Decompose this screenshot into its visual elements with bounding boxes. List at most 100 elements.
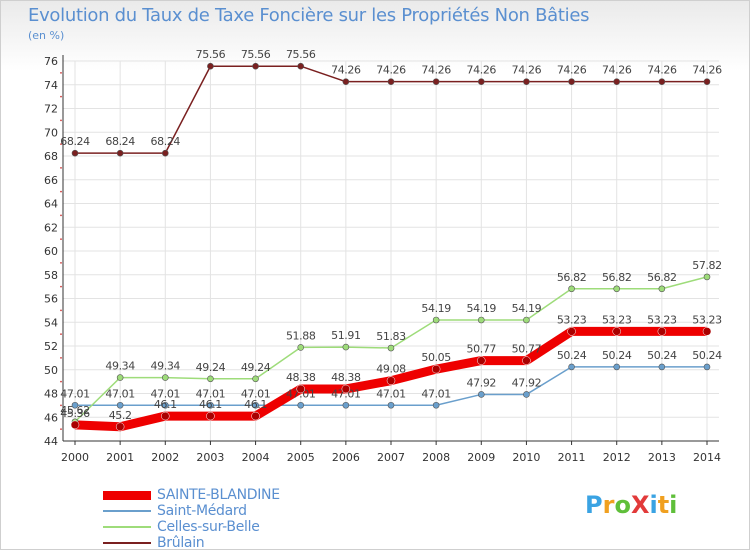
data-point [341,384,351,394]
x-tick-label: 2001 [106,451,134,464]
y-minor-tick [60,190,62,193]
y-tick-label: 58 [44,269,58,282]
logo-letter: i [649,491,658,519]
data-point [70,420,80,430]
x-tick-label: 2007 [377,451,405,464]
data-label: 56.82 [602,271,632,284]
data-label: 75.56 [196,48,226,61]
y-minor-tick [60,166,62,169]
data-label: 50.24 [602,349,632,362]
logo-letter: o [614,491,631,519]
y-minor-tick [60,119,62,122]
data-label: 74.26 [602,64,632,77]
data-label: 54.19 [512,302,542,315]
data-point [386,376,396,385]
legend-swatch [103,510,151,512]
data-point [657,327,667,336]
legend-swatch [103,542,151,544]
data-point [251,411,260,421]
data-point [612,327,621,336]
data-point [703,273,711,281]
data-point [523,391,530,398]
data-point [477,391,485,398]
data-label: 50.05 [421,351,451,364]
x-tick-label: 2008 [422,451,450,464]
y-tick-label: 74 [44,79,58,92]
y-minor-tick [60,143,62,146]
legend-label: SAINTE-BLANDINE [157,487,280,503]
data-label: 47.92 [467,376,497,389]
data-label: 45.62 [60,404,90,417]
data-label: 53.23 [692,313,722,326]
data-point [387,344,395,352]
data-label: 50.77 [512,343,542,356]
y-minor-tick [60,285,62,288]
legend: SAINTE-BLANDINE Saint-Médard Celles-sur-Be… [103,487,280,550]
x-tick-label: 2005 [287,451,315,464]
data-label: 47.01 [151,387,181,400]
data-label: 53.23 [647,313,677,326]
data-point [658,78,666,85]
y-minor-tick [60,71,62,74]
data-label: 56.82 [647,271,677,284]
data-point [115,422,125,431]
y-tick-label: 60 [44,245,58,258]
x-tick-label: 2000 [61,451,89,464]
data-label: 45.36 [60,407,90,420]
data-point [567,327,576,336]
x-tick-label: 2011 [558,451,586,464]
data-point [613,78,621,85]
legend-item: Saint-Médard [103,503,280,519]
y-tick-label: 64 [44,198,58,211]
y-minor-tick [60,380,62,383]
data-label: 53.23 [557,313,587,326]
legend-label: Brûlain [157,535,205,550]
data-label: 74.26 [512,64,542,77]
data-point [161,374,169,381]
data-label: 51.91 [331,329,361,342]
data-label: 68.24 [105,135,135,148]
data-point [477,78,485,85]
logo-letter: t [657,491,670,519]
y-tick-label: 46 [44,411,58,424]
data-point [568,285,575,293]
data-label: 47.01 [60,387,90,400]
data-point [71,149,79,157]
data-label: 74.26 [557,64,587,77]
legend-item: Celles-sur-Belle [103,519,280,535]
data-label: 53.23 [602,313,632,326]
y-tick-label: 70 [44,126,58,139]
data-point [522,356,531,365]
y-minor-tick [60,356,62,359]
data-point [342,343,350,351]
data-point [432,316,440,324]
data-point [658,285,666,293]
data-label: 74.26 [692,64,722,77]
data-point [703,363,711,371]
x-tick-label: 2003 [196,451,224,464]
data-label: 46.1 [199,398,222,411]
data-point [387,78,395,85]
data-point [568,363,575,371]
data-point [206,411,215,421]
y-tick-label: 44 [44,435,58,448]
x-tick-label: 2010 [512,451,540,464]
data-label: 46.1 [154,398,177,411]
data-label: 51.88 [286,329,316,342]
data-point [207,375,214,383]
data-point [477,316,485,324]
y-minor-tick [60,309,62,312]
data-label: 47.01 [331,387,361,400]
logo-letter: r [602,491,615,519]
data-point [342,78,350,85]
data-point [296,384,305,394]
legend-swatch [103,526,151,528]
x-tick-label: 2009 [467,451,495,464]
y-tick-label: 56 [44,293,58,306]
legend-item: SAINTE-BLANDINE [103,487,280,503]
data-point [207,62,214,70]
data-label: 45.2 [109,409,132,422]
data-point [523,78,530,85]
data-label: 74.26 [331,64,361,77]
y-tick-label: 72 [44,103,58,116]
